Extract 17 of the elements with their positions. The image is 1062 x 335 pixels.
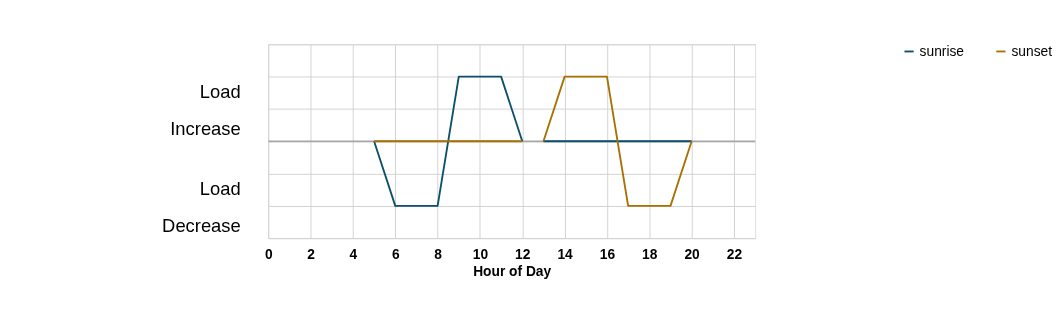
x-tick-label: 16 <box>599 246 616 262</box>
x-tick-label: 4 <box>349 246 358 262</box>
x-tick-label: 2 <box>307 246 316 262</box>
legend-label: sunrise <box>919 44 965 60</box>
text: Load Increase <box>170 81 241 140</box>
x-tick-label: 6 <box>391 246 400 262</box>
x-tick-label: 22 <box>726 246 743 262</box>
x-tick-label: 14 <box>557 246 574 262</box>
x-tick-label: 0 <box>264 246 273 262</box>
x-tick-label: 20 <box>684 246 701 262</box>
text: Load Decrease <box>162 178 241 236</box>
x-tick-label: 12 <box>515 246 531 262</box>
legend-label: sunset <box>1011 44 1053 60</box>
x-tick-label: 8 <box>434 246 443 262</box>
x-tick-label: 18 <box>642 246 658 262</box>
x-axis-title: Hour of Day <box>473 264 552 280</box>
x-tick-label: 10 <box>472 246 489 262</box>
